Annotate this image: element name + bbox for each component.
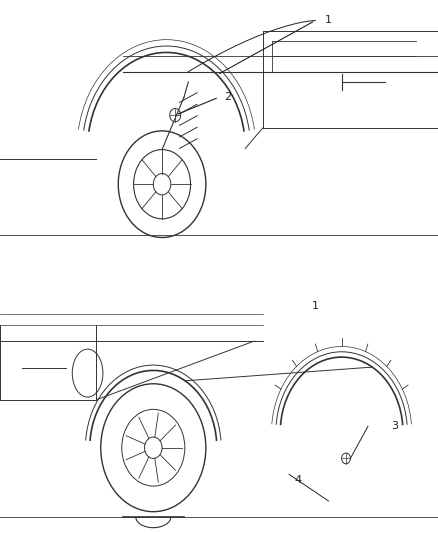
Text: 3: 3: [391, 422, 398, 431]
Text: 4: 4: [294, 475, 301, 484]
Text: 1: 1: [325, 15, 332, 26]
Text: 2: 2: [224, 92, 231, 102]
Text: 1: 1: [312, 302, 319, 311]
